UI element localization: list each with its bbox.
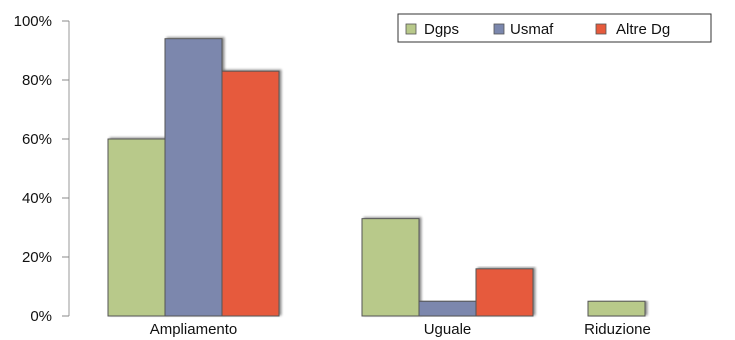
bar-dgps-uguale	[361, 218, 420, 317]
bar-altre-dg-ampliamento	[221, 70, 280, 317]
legend-label-dgps: Dgps	[424, 21, 459, 38]
labels-layer: 0% 20% 40% 60% 80% 100% Ampliamento Uguale Riduz…	[14, 13, 651, 338]
x-category-label: Riduzione	[584, 321, 651, 338]
legend-swatch-altre-dg	[595, 23, 607, 35]
y-tick-label: 20%	[22, 249, 52, 266]
bar-dgps-riduzione	[587, 300, 646, 317]
legend-label-usmaf: Usmaf	[510, 21, 554, 38]
y-tick-label: 80%	[22, 72, 52, 89]
legend-swatch-dgps	[405, 23, 417, 35]
y-tick-label: 40%	[22, 190, 52, 207]
bar-dgps-ampliamento	[107, 138, 166, 317]
y-tick-label: 0%	[30, 308, 52, 325]
y-tick-label: 60%	[22, 131, 52, 148]
legend-box	[397, 13, 712, 43]
legend-swatch-usmaf	[493, 23, 505, 35]
legend: Dgps Usmaf Altre Dg	[397, 13, 712, 43]
x-category-label: Ampliamento	[150, 321, 238, 338]
bars-layer	[107, 38, 646, 317]
axis-layer	[62, 20, 70, 317]
bar-usmaf-ampliamento	[164, 38, 223, 317]
y-tick-label: 100%	[14, 13, 52, 30]
bar-altre-dg-uguale	[475, 268, 534, 317]
legend-label-altre-dg: Altre Dg	[616, 21, 670, 38]
bar-usmaf-uguale	[418, 300, 477, 317]
x-category-label: Uguale	[424, 321, 472, 338]
